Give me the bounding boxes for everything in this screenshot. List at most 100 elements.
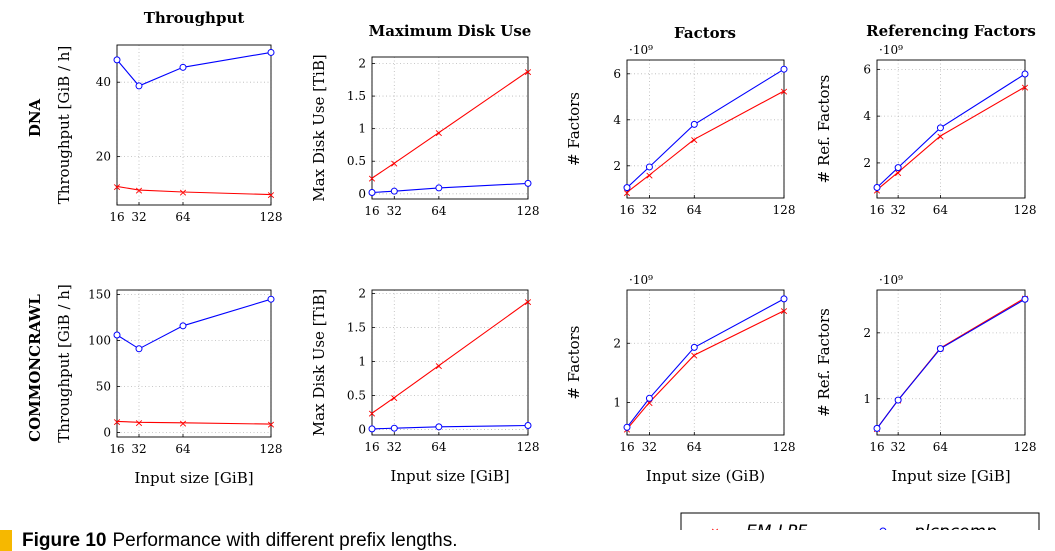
panel-3-ytick-label-2: 6: [613, 67, 621, 81]
panel-2-axes-box: [371, 56, 529, 200]
panel-2-xtick-label-3: 128: [517, 204, 540, 218]
panel-8-xtick-label-0: 16: [869, 440, 884, 454]
panel-6-xtick-label-2: 64: [431, 440, 447, 454]
legend-marker-plcpcomp: [879, 527, 887, 530]
panel-8-point-plcpcomp-3: [1021, 295, 1029, 303]
panel-8-point-plcpcomp-0: [873, 424, 881, 432]
panel-4-point-plcpcomp-2: [936, 124, 944, 132]
panel-3-ytick-label-0: 2: [613, 159, 621, 173]
panel-4-point-plcpcomp-1: [894, 164, 902, 172]
panel-2-point-em-lpf-3: ×: [523, 65, 532, 78]
panel-2-line-plcpcomp: [371, 182, 529, 194]
panel-4-point-em-lpf-2: ×: [936, 130, 945, 143]
panel-4-ytick-label-1: 4: [863, 109, 871, 123]
panel-4-line-plcpcomp: [876, 73, 1026, 188]
caption-marker: [0, 530, 12, 551]
panel-1-point-em-lpf-2: ×: [178, 186, 187, 199]
panel-1-point-plcpcomp-2: [179, 63, 187, 71]
panel-4: 16 32 64 128 2 4 6 ·10⁹ Referencing Factors # Ref…: [815, 22, 1036, 217]
panel-2-line-em-lpf: [371, 70, 529, 179]
panel-3-point-plcpcomp-0: [623, 184, 631, 192]
panel-7-axes-box: [626, 289, 785, 436]
panel-3-xtick-label-2: 64: [687, 203, 703, 217]
panel-4-exponent-label: ·10⁹: [879, 43, 903, 57]
panel-1-ylabel: Throughput [GiB / h]: [55, 46, 73, 205]
panel-1-xtick-label-1: 32: [131, 210, 146, 224]
panel-3-title: Factors: [674, 24, 736, 42]
panel-2-point-em-lpf-2: ×: [434, 127, 443, 140]
panel-3-line-em-lpf: [626, 90, 785, 193]
panel-1-point-em-lpf-1: ×: [134, 184, 143, 197]
legend-box: [680, 512, 1040, 530]
panel-2-point-plcpcomp-3: [524, 179, 532, 187]
panel-5-ytick-label-2: 100: [88, 334, 111, 348]
panel-5: 16 32 64 128 0 50 100 150 Input size [GiB] Throug…: [55, 284, 282, 487]
panel-5-ylabel: Throughput [GiB / h]: [55, 284, 73, 443]
panel-4-point-em-lpf-3: ×: [1020, 81, 1029, 94]
panel-7-xlabel: Input size (GiB): [646, 467, 765, 485]
panel-5-xtick-label-3: 128: [260, 442, 283, 456]
panel-5-point-plcpcomp-1: [135, 345, 143, 353]
legend-label-em-lpf: EM-LPF: [746, 522, 807, 530]
row-label-dna: DNA: [26, 98, 44, 137]
panel-6-point-plcpcomp-2: [435, 423, 443, 431]
panel-6-xtick-label-1: 32: [387, 440, 402, 454]
panel-7-line-plcpcomp: [626, 298, 785, 428]
panel-4-line-em-lpf: [876, 86, 1026, 191]
panel-5-point-em-lpf-1: ×: [134, 416, 143, 429]
panel-6-xtick-label-0: 16: [364, 440, 379, 454]
panel-7-point-plcpcomp-2: [690, 343, 698, 351]
figure-caption: Figure 10 Performance with different pref…: [0, 530, 700, 551]
panel-7-point-plcpcomp-0: [623, 423, 631, 431]
panel-1-point-plcpcomp-1: [135, 82, 143, 90]
panel-4-ylabel: # Ref. Factors: [815, 75, 833, 184]
panel-7: 16 32 64 128 1 2 ·10⁹ Input size (GiB) # Factors…: [565, 273, 795, 485]
panel-1-xtick-label-2: 64: [175, 210, 191, 224]
panel-7-point-em-lpf-1: ×: [645, 396, 654, 409]
panel-5-point-em-lpf-0: ×: [112, 415, 121, 428]
panel-3-point-em-lpf-3: ×: [779, 85, 788, 98]
panel-3-ylabel: # Factors: [565, 92, 583, 166]
panel-2-point-plcpcomp-0: [368, 188, 376, 196]
panel-5-ytick-label-0: 0: [103, 425, 111, 439]
panel-5-xtick-label-2: 64: [175, 442, 191, 456]
panel-1-ytick-label-1: 40: [96, 75, 111, 89]
panel-6-point-plcpcomp-3: [524, 421, 532, 429]
row-label-commoncrawl: COMMONCRAWL: [26, 294, 44, 442]
panel-1-point-plcpcomp-0: [113, 56, 121, 64]
panel-5-point-em-lpf-2: ×: [178, 417, 187, 430]
panel-2-point-plcpcomp-1: [390, 187, 398, 195]
panel-1: 16 32 64 128 20 40 Throughput Throughput [GiB /…: [55, 9, 282, 224]
panel-4-xtick-label-2: 64: [933, 203, 949, 217]
panel-8-point-plcpcomp-1: [894, 396, 902, 404]
panel-3-point-em-lpf-2: ×: [690, 133, 699, 146]
panel-7-line-em-lpf: [626, 310, 785, 430]
panel-8-xlabel: Input size [GiB]: [891, 467, 1010, 485]
panel-6-xtick-label-3: 128: [517, 440, 540, 454]
figure-10-panels: DNA COMMONCRAWL × EM-LPF plcpcomp 163264…: [26, 9, 1040, 530]
panel-6-point-em-lpf-0: ×: [367, 407, 376, 420]
panel-7-ytick-label-0: 1: [613, 395, 621, 409]
panel-5-line-plcpcomp: [116, 298, 272, 350]
panel-8-line-plcpcomp: [876, 298, 1026, 429]
panel-3: 16 32 64 128 2 4 6 ·10⁹ Factors # Factors × × × ×: [565, 24, 795, 217]
panel-8-axes-box: [876, 289, 1026, 436]
panel-4-point-em-lpf-1: ×: [894, 166, 903, 179]
panel-7-ylabel: # Factors: [565, 326, 583, 400]
panel-2-ytick-label-1: 0.5: [347, 154, 366, 168]
panel-6-ytick-label-4: 2: [358, 286, 366, 300]
panel-8-xtick-label-2: 64: [933, 440, 949, 454]
panel-7-point-plcpcomp-1: [645, 394, 653, 402]
panel-7-xtick-label-0: 16: [619, 440, 634, 454]
panel-2-point-plcpcomp-2: [435, 184, 443, 192]
panel-1-line-plcpcomp: [116, 51, 272, 87]
panel-8-line-em-lpf: [876, 297, 1026, 429]
panel-5-xlabel: Input size [GiB]: [134, 469, 253, 487]
panel-5-point-plcpcomp-0: [113, 331, 121, 339]
panel-6-axes-box: [371, 289, 529, 436]
panel-5-xtick-label-0: 16: [109, 442, 124, 456]
panel-3-xtick-label-3: 128: [773, 203, 796, 217]
panel-8-ytick-label-0: 1: [863, 392, 871, 406]
panel-4-point-plcpcomp-0: [873, 183, 881, 191]
panel-6-ytick-label-1: 0.5: [347, 389, 366, 403]
